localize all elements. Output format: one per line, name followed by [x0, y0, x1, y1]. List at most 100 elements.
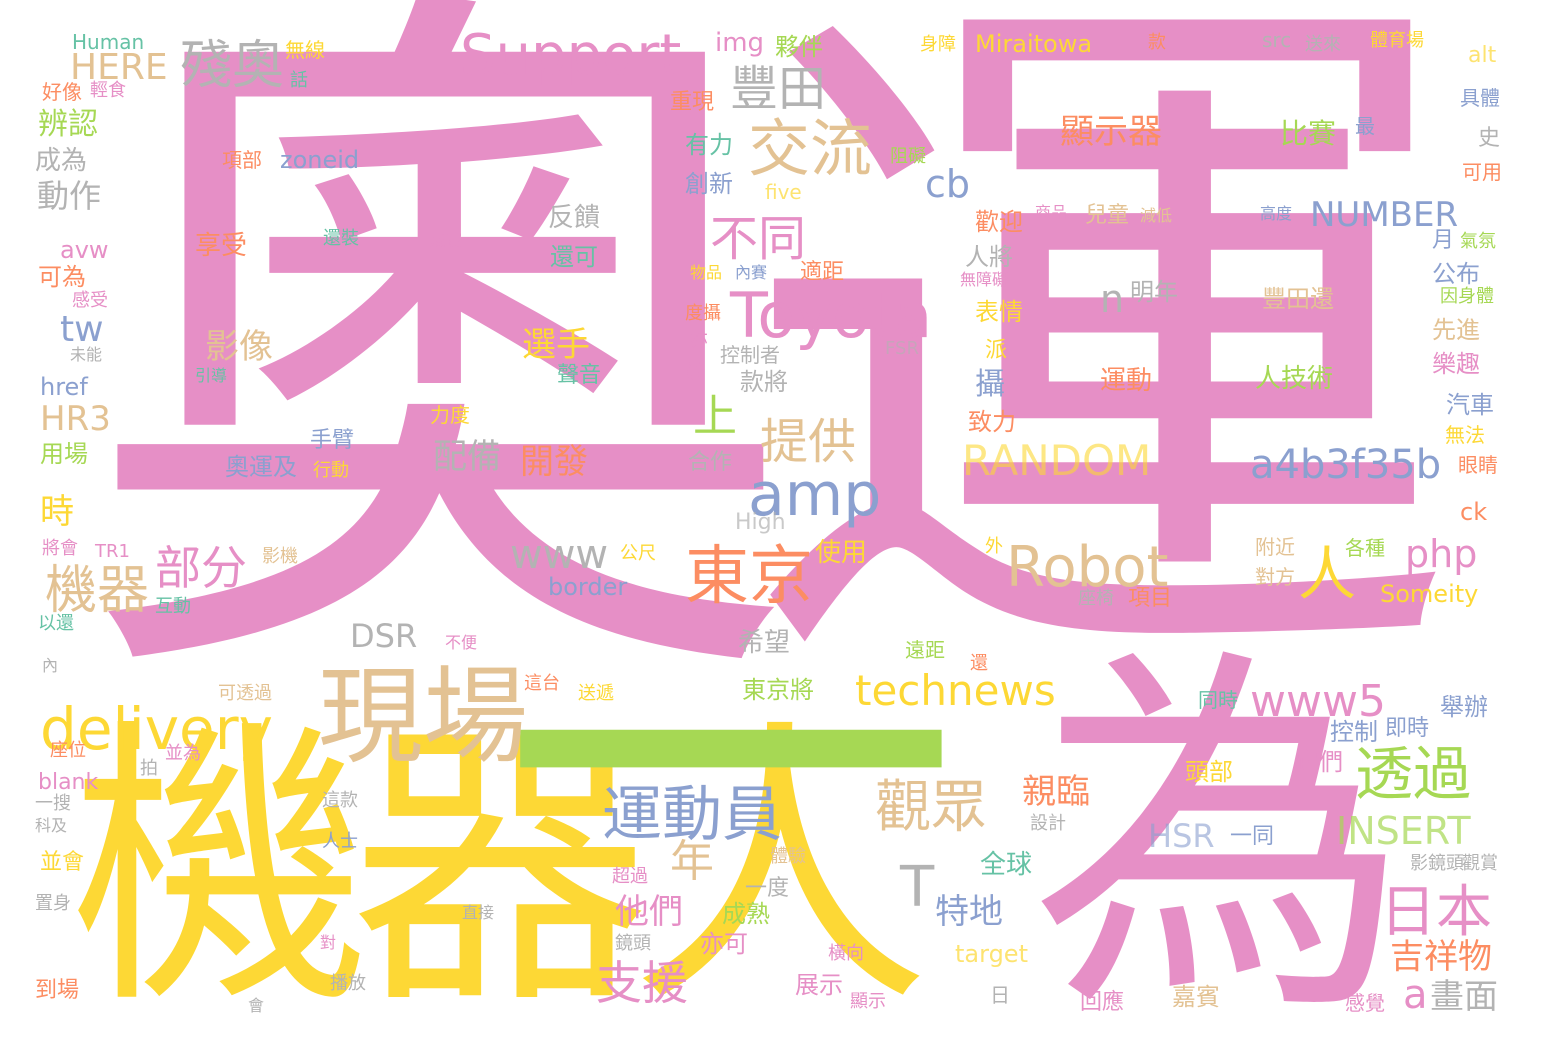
word-xianjin: 先進	[1432, 316, 1480, 344]
word-keyong: 可用	[1462, 160, 1502, 184]
word-fengtianhuan: 豐田還	[1262, 285, 1334, 313]
word-miraitowa: Miraitowa	[975, 30, 1093, 58]
word-canao: 殘奧	[180, 36, 285, 96]
word-qinlin: 親臨	[1022, 772, 1090, 812]
word-chengsai: 成賽	[430, 231, 463, 250]
word-xianchang: 現場	[318, 656, 529, 778]
word-jubing: 舉辦	[1440, 693, 1488, 721]
word-tiyuchang: 體育場	[1370, 30, 1424, 51]
word-huanying: 歡迎	[975, 208, 1023, 236]
word-chongxian: 重現	[670, 90, 715, 115]
word-guanzhong: 觀眾	[875, 775, 987, 840]
word-human: Human	[72, 30, 145, 54]
word-fankui: 反饋	[548, 203, 601, 233]
word-huanke: 還可	[550, 243, 598, 271]
word-hezuo: 合作	[688, 450, 733, 475]
word-zheitai: 這台	[524, 673, 560, 694]
word-yundong: 運動	[1100, 366, 1153, 396]
word-jiqiren: 機器人	[70, 695, 930, 1044]
word-bufen: 部分	[155, 541, 247, 595]
word-yitong: 一同	[1230, 824, 1275, 849]
word-hengxiang: 橫向	[828, 943, 864, 964]
word-wei: 為	[1030, 618, 1410, 1052]
word-yuanzhuang: 還裝	[323, 228, 359, 249]
word-yingjingtou: 影鏡頭	[1410, 853, 1464, 874]
word-ketouguo: 可透過	[218, 683, 272, 704]
word-aoyun: 奧運	[80, 0, 1460, 769]
word-yuanju: 遠距	[905, 638, 945, 662]
word-jianghui: 將會	[42, 538, 78, 559]
word-zui: 最	[1355, 114, 1375, 138]
word-dongjing: 東京	[685, 540, 813, 614]
word-yidu: 一度	[745, 876, 790, 901]
word-jingtou: 鏡頭	[615, 933, 651, 954]
word-pai: 派	[985, 338, 1008, 363]
word-weineng: 未能	[70, 345, 103, 364]
word-zuoyi: 座椅	[1078, 588, 1114, 609]
word-wai: 外	[985, 536, 1003, 557]
word-chengshu: 成熟	[722, 900, 770, 928]
word-xianshi: 顯示	[850, 991, 886, 1012]
word-nian: 年	[670, 836, 714, 887]
word-gongbu: 公布	[1432, 260, 1480, 288]
word-shoubi: 手臂	[310, 428, 355, 453]
word-pai2: 拍	[140, 758, 158, 779]
word-support: Support	[460, 23, 682, 88]
word-insert: INSERT	[1336, 809, 1471, 853]
word-fsr: FSR	[885, 338, 919, 359]
word-huoban: 夥伴	[775, 33, 823, 61]
word-href: href	[40, 373, 88, 401]
word-geizhong: 各種	[1345, 536, 1385, 560]
word-qiche: 汽車	[1446, 391, 1494, 419]
word-lidu: 力度	[430, 403, 470, 427]
word-guanshang: 觀賞	[1462, 853, 1498, 874]
word-five: five	[765, 180, 802, 204]
word-wufa: 無法	[1445, 423, 1485, 447]
word-tade: 他們	[615, 892, 683, 932]
word-alt: alt	[1468, 43, 1497, 68]
word-zhijie: 直接	[462, 903, 495, 922]
word-lequ: 樂趣	[1432, 350, 1480, 378]
word-wupin: 物品	[690, 263, 723, 282]
word-hsr: HSR	[1148, 817, 1215, 855]
word-riben: 日本	[1380, 880, 1492, 945]
word-robot: Robot	[1006, 535, 1169, 600]
word-yi: 一	[500, 502, 960, 1037]
word-tedi: 特地	[935, 892, 1003, 932]
word-jixiangwu: 吉祥物	[1390, 937, 1492, 977]
word-neisai: 內賽	[735, 263, 768, 282]
word-ertong: 兒童	[1085, 203, 1130, 228]
word-xiangmu: 項目	[1128, 586, 1173, 611]
word-tamen: 它們	[1295, 748, 1343, 776]
word-yingji: 影機	[262, 546, 298, 567]
word-xiangshou: 享受	[195, 231, 248, 261]
word-random: RANDOM	[962, 436, 1152, 485]
word-zhiyuan: 支援	[596, 956, 688, 1010]
word-yike: 亦可	[700, 930, 748, 958]
word-zhili: 致力	[968, 408, 1016, 436]
word-qifen: 氣氛	[1460, 231, 1496, 252]
word-hr3: HR3	[40, 399, 111, 439]
word-shengyin: 聲音	[557, 363, 602, 388]
word-hua: 話	[290, 70, 308, 91]
word-xiaoshiqi: 顯示器	[1060, 112, 1162, 152]
word-xiangbu: 項部	[222, 148, 262, 172]
word-tr1: TR1	[95, 541, 130, 562]
word-ri: 日	[990, 983, 1010, 1007]
word-yisou: 一搜	[35, 793, 71, 814]
word-kaifa: 開發	[520, 442, 588, 482]
word-kongzhi: 控制	[1330, 718, 1378, 746]
word-shiyong: 使用	[815, 538, 868, 568]
word-img: img	[715, 28, 765, 58]
word-youli: 有力	[685, 131, 733, 159]
word-kongzhizhe: 控制者	[720, 343, 780, 367]
word-ck: ck	[1460, 498, 1488, 526]
word-haoxiang: 好像	[42, 80, 82, 104]
word-zuai: 阻礙	[890, 146, 926, 167]
word-cb: cb	[925, 162, 971, 206]
word-high: High	[735, 510, 786, 535]
word-here: HERE	[70, 47, 168, 88]
word-xingdong: 行動	[313, 460, 349, 481]
word-butong: 不同	[710, 211, 807, 267]
